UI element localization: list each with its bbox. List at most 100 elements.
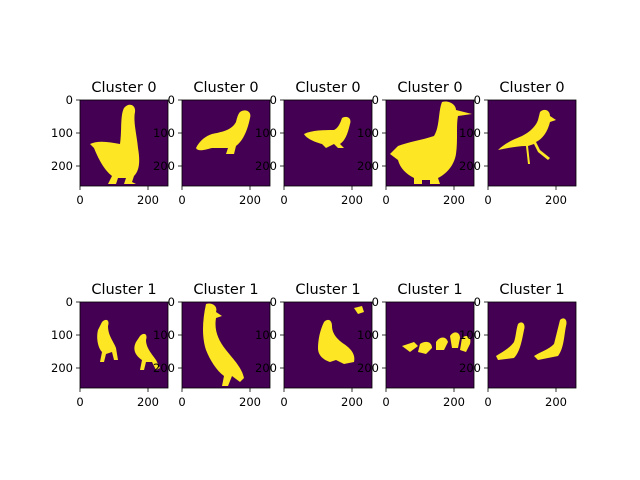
y-tick-label: 100	[255, 126, 277, 140]
mask-silhouette	[390, 101, 472, 184]
y-tick-label: 100	[51, 328, 73, 342]
y-tick-label: 100	[357, 126, 379, 140]
x-tick-label: 200	[239, 193, 261, 207]
x-tick-label: 200	[137, 395, 159, 409]
x-tick-label: 0	[280, 395, 287, 409]
mask-panel: Cluster 0 0 100 200 0 200	[357, 80, 475, 207]
panel-title: Cluster 0	[91, 80, 156, 96]
y-tick-label: 200	[51, 361, 73, 375]
y-tick-label: 0	[372, 93, 379, 107]
panel-title: Cluster 1	[193, 282, 258, 298]
mask-panel: Cluster 0 0 100 200 0 200	[459, 80, 577, 207]
x-tick-label: 0	[484, 395, 491, 409]
silhouette-shape	[402, 342, 418, 352]
mask-silhouette	[203, 303, 244, 386]
y-tick-label: 0	[168, 93, 175, 107]
mask-panel: Cluster 1 0 100 200 0 200	[255, 282, 373, 409]
x-tick-label: 0	[76, 193, 83, 207]
mask-silhouette	[318, 306, 364, 364]
y-tick-label: 100	[459, 126, 481, 140]
y-tick-label: 0	[270, 93, 277, 107]
y-tick-label: 200	[153, 361, 175, 375]
silhouette-shape	[496, 322, 525, 360]
silhouette-shape	[450, 332, 460, 348]
silhouette-shape	[354, 306, 364, 314]
mask-panel: Cluster 0 0 100 200 0 200	[153, 80, 271, 207]
mask-panel: Cluster 1 0 100 200 0 200	[357, 282, 475, 409]
mask-panel: Cluster 1 0 100 200 0 200	[51, 282, 169, 409]
y-tick-label: 100	[153, 126, 175, 140]
panel-title: Cluster 1	[295, 282, 360, 298]
x-tick-label: 0	[178, 193, 185, 207]
silhouette-shape	[134, 333, 160, 370]
x-tick-label: 200	[239, 395, 261, 409]
silhouette-shape	[196, 110, 251, 154]
x-tick-label: 200	[443, 395, 465, 409]
panel-title: Cluster 1	[91, 282, 156, 298]
y-tick-label: 200	[357, 361, 379, 375]
silhouette-shape	[534, 318, 567, 360]
y-tick-label: 200	[459, 361, 481, 375]
y-tick-label: 0	[66, 93, 73, 107]
y-tick-label: 0	[270, 295, 277, 309]
mask-silhouette	[97, 319, 160, 370]
panel-title: Cluster 0	[295, 80, 360, 96]
y-tick-label: 100	[153, 328, 175, 342]
y-tick-label: 200	[255, 159, 277, 173]
mask-silhouette	[402, 332, 471, 354]
silhouette-shape	[460, 336, 471, 352]
y-tick-label: 0	[474, 93, 481, 107]
silhouette-shape	[90, 104, 140, 184]
silhouette-shape	[390, 101, 472, 184]
mask-background	[487, 301, 577, 389]
x-tick-label: 0	[484, 193, 491, 207]
panel-title: Cluster 0	[397, 80, 462, 96]
y-tick-label: 0	[474, 295, 481, 309]
y-tick-label: 200	[357, 159, 379, 173]
panel-title: Cluster 1	[499, 282, 564, 298]
y-tick-label: 200	[51, 159, 73, 173]
silhouette-shape	[304, 116, 351, 148]
silhouette-shape	[203, 303, 244, 386]
y-tick-label: 200	[459, 159, 481, 173]
y-tick-label: 200	[255, 361, 277, 375]
x-tick-label: 0	[382, 395, 389, 409]
x-tick-label: 200	[545, 193, 567, 207]
x-tick-label: 0	[382, 193, 389, 207]
mask-background	[79, 301, 169, 389]
mask-panel: Cluster 1 0 100 200 0 200	[153, 282, 271, 409]
mask-silhouette	[90, 104, 140, 184]
y-tick-label: 100	[459, 328, 481, 342]
silhouette-shape	[97, 319, 118, 362]
silhouette-shape	[318, 319, 355, 364]
panels-grid: Cluster 0 0 100 200 0 200 Cluster 0 0 100 200 0 200…	[51, 80, 577, 409]
x-tick-label: 200	[137, 193, 159, 207]
mask-silhouette	[304, 116, 351, 148]
y-tick-label: 0	[66, 295, 73, 309]
panel-title: Cluster 0	[193, 80, 258, 96]
y-tick-label: 100	[357, 328, 379, 342]
x-tick-label: 0	[76, 395, 83, 409]
silhouette-shape	[436, 337, 448, 350]
mask-silhouette	[496, 318, 567, 360]
silhouette-shape	[418, 341, 432, 354]
x-tick-label: 200	[341, 193, 363, 207]
mask-silhouette	[196, 110, 251, 154]
silhouette-shape	[498, 109, 556, 164]
y-tick-label: 200	[153, 159, 175, 173]
x-tick-label: 200	[545, 395, 567, 409]
y-tick-label: 100	[255, 328, 277, 342]
mask-panel: Cluster 0 0 100 200 0 200	[255, 80, 373, 207]
y-tick-label: 100	[51, 126, 73, 140]
mask-silhouette	[498, 109, 556, 164]
panel-title: Cluster 1	[397, 282, 462, 298]
x-tick-label: 0	[280, 193, 287, 207]
y-tick-label: 0	[372, 295, 379, 309]
x-tick-label: 200	[443, 193, 465, 207]
x-tick-label: 200	[341, 395, 363, 409]
y-tick-label: 0	[168, 295, 175, 309]
mask-panel: Cluster 1 0 100 200 0 200	[459, 282, 577, 409]
mask-panel: Cluster 0 0 100 200 0 200	[51, 80, 169, 207]
x-tick-label: 0	[178, 395, 185, 409]
